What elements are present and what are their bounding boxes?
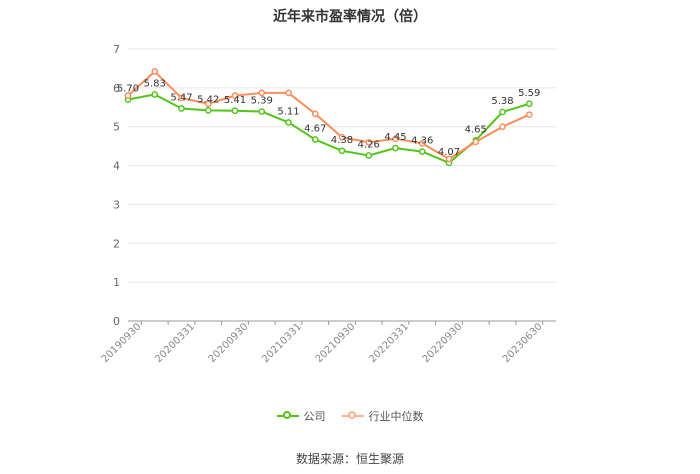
data-source: 数据来源：恒生聚源 — [295, 452, 404, 466]
legend-label-company: 公司 — [303, 410, 326, 423]
grid-lines — [128, 48, 556, 283]
series-point-0 — [151, 91, 159, 98]
series-point-1 — [472, 138, 480, 146]
series-point-0 — [499, 108, 506, 116]
data-label: 5.38 — [491, 96, 513, 107]
x-tick-label: 20200930 — [207, 321, 251, 365]
x-tick-label: 20210930 — [314, 321, 358, 365]
data-label: 4.26 — [358, 139, 380, 150]
data-label: 5.47 — [170, 92, 192, 103]
series-point-0 — [258, 108, 266, 115]
series-point-0 — [231, 107, 239, 115]
x-tick-label: 20200331 — [153, 321, 197, 365]
y-tick-label: 7 — [113, 43, 120, 56]
data-label: 5.70 — [117, 84, 139, 95]
y-tick-label: 5 — [113, 121, 120, 134]
data-labels: 5.70 5.83 5.47 5.42 5.41 5.39 5.11 4.67 4.38 4.26… — [117, 78, 541, 157]
y-tick-label: 3 — [113, 198, 120, 211]
data-label: 4.65 — [465, 124, 487, 135]
legend-item-company[interactable]: 公司 — [276, 408, 326, 424]
data-label: 4.67 — [304, 124, 326, 135]
legend-label-industry-median: 行业中位数 — [368, 410, 424, 423]
chart-title: 近年来市盈率情况（倍） — [273, 9, 427, 25]
x-tick-label: 20210331 — [260, 321, 304, 365]
series-point-1 — [204, 100, 212, 108]
series — [124, 68, 533, 167]
y-tick-label: 0 — [113, 315, 120, 328]
data-label: 5.59 — [518, 88, 540, 99]
series-point-1 — [151, 68, 159, 75]
series-point-1 — [311, 110, 319, 118]
series-point-0 — [392, 144, 399, 152]
series-point-1 — [418, 140, 426, 147]
series-point-1 — [285, 89, 292, 97]
series-point-1 — [258, 89, 266, 97]
series-point-0 — [418, 148, 426, 155]
data-label: 4.07 — [438, 147, 460, 158]
series-point-0 — [178, 105, 185, 112]
legend-swatch-industry-median — [341, 410, 364, 422]
y-tick-label: 1 — [113, 276, 120, 289]
x-tick-label: 20190930 — [100, 321, 144, 365]
data-label: 4.38 — [331, 135, 353, 146]
series-line-1 — [127, 70, 530, 160]
series-point-0 — [204, 107, 212, 114]
data-label: 4.36 — [411, 136, 433, 147]
series-point-1 — [178, 94, 185, 102]
data-label: 5.39 — [251, 96, 273, 107]
legend: 公司 行业中位数 — [0, 408, 700, 424]
series-point-1 — [338, 133, 346, 141]
series-point-1 — [231, 92, 239, 99]
x-tick-label: 20220331 — [367, 321, 411, 365]
y-tick-label: 6 — [113, 82, 120, 95]
series-point-1 — [365, 138, 373, 146]
series-point-0 — [338, 147, 346, 155]
legend-item-industry-median[interactable]: 行业中位数 — [341, 408, 424, 424]
data-label: 5.41 — [224, 95, 246, 106]
series-point-0 — [285, 119, 292, 126]
series-point-1 — [445, 155, 453, 163]
y-tick-label: 4 — [113, 160, 120, 173]
data-label: 5.42 — [197, 94, 219, 105]
series-point-1 — [499, 123, 506, 131]
series-point-1 — [525, 111, 533, 119]
legend-swatch-company — [276, 410, 299, 422]
data-label: 5.11 — [277, 106, 299, 117]
data-label: 4.45 — [384, 132, 406, 143]
data-label: 5.83 — [144, 78, 166, 89]
x-tick-label: 20230630 — [501, 321, 545, 365]
series-point-0 — [365, 152, 373, 159]
y-tick-label: 2 — [113, 237, 120, 250]
series-point-1 — [392, 135, 399, 143]
series-point-0 — [311, 136, 319, 143]
series-point-0 — [525, 100, 533, 108]
series-point-1 — [124, 92, 132, 99]
x-tick-label: 20220930 — [421, 321, 465, 365]
